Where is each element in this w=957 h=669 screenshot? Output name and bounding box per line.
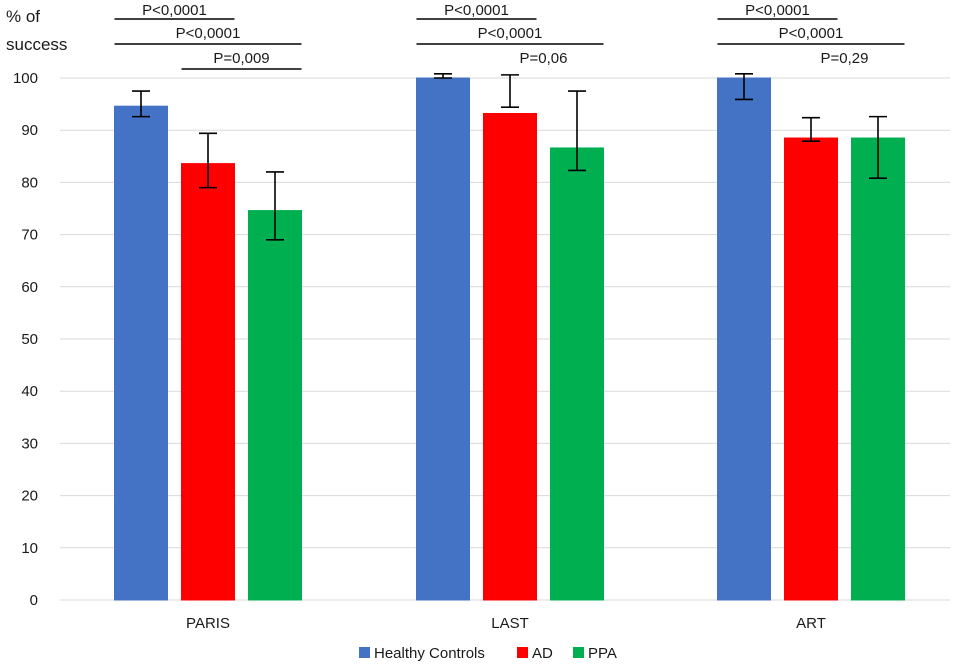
error-bars	[132, 73, 887, 241]
bar-healthy-controls-last	[416, 77, 470, 601]
error-bar	[735, 73, 753, 101]
y-tick-label: 30	[21, 435, 38, 452]
y-axis-title-line1: % of	[6, 7, 40, 26]
y-tick-label: 20	[21, 488, 38, 505]
x-axis-categories: PARIS LAST ART	[186, 615, 826, 632]
y-tick-label: 90	[21, 122, 38, 139]
legend: Healthy Controls AD PPA	[359, 645, 617, 662]
significance-annotations: P<0,0001 P<0,0001 P=0,009 P<0,0001 P<0,0001 P…	[114, 2, 905, 70]
y-tick-label: 60	[21, 279, 38, 296]
y-axis-title-line2: success	[6, 35, 67, 54]
y-axis-ticks: 0 10 20 30 40 50 60 70 80 90 100	[13, 70, 38, 609]
bar-ppa-art	[851, 137, 905, 601]
bar-healthy-controls-art	[717, 77, 771, 601]
error-bar	[869, 115, 887, 180]
legend-label: Healthy Controls	[374, 645, 485, 662]
legend-label: PPA	[588, 645, 617, 662]
y-tick-label: 70	[21, 227, 38, 244]
y-tick-label: 40	[21, 383, 38, 400]
legend-swatch	[359, 647, 370, 658]
error-bar	[199, 132, 217, 189]
p-value-label: P<0,0001	[142, 2, 207, 19]
x-category-label: PARIS	[186, 615, 230, 632]
bars	[114, 77, 905, 601]
bar-ppa-last	[550, 147, 604, 601]
x-category-label: LAST	[491, 615, 529, 632]
y-tick-label: 80	[21, 174, 38, 191]
error-bar	[802, 116, 820, 142]
p-value-label: P<0,0001	[779, 25, 844, 42]
p-value-label: P=0,009	[213, 50, 269, 67]
legend-swatch	[517, 647, 528, 658]
error-bar	[266, 171, 284, 241]
y-tick-label: 100	[13, 70, 38, 87]
p-value-label: P<0,0001	[745, 2, 810, 19]
bar-healthy-controls-paris	[114, 105, 168, 601]
bar-ad-last	[483, 112, 537, 601]
legend-swatch	[573, 647, 584, 658]
bar-ad-art	[784, 137, 838, 601]
p-value-label: P=0,06	[520, 50, 568, 67]
p-value-label: P<0,0001	[444, 2, 509, 19]
bar-ppa-paris	[248, 210, 302, 601]
bar-ad-paris	[181, 163, 235, 601]
p-value-label: P=0,29	[821, 50, 869, 67]
error-bar	[568, 90, 586, 172]
error-bar	[501, 74, 519, 109]
error-bar	[132, 90, 150, 118]
y-tick-label: 10	[21, 540, 38, 557]
x-category-label: ART	[796, 615, 826, 632]
legend-label: AD	[532, 645, 553, 662]
p-value-label: P<0,0001	[478, 25, 543, 42]
y-tick-label: 50	[21, 331, 38, 348]
error-bar	[434, 73, 452, 79]
y-tick-label: 0	[30, 592, 38, 609]
p-value-label: P<0,0001	[176, 25, 241, 42]
